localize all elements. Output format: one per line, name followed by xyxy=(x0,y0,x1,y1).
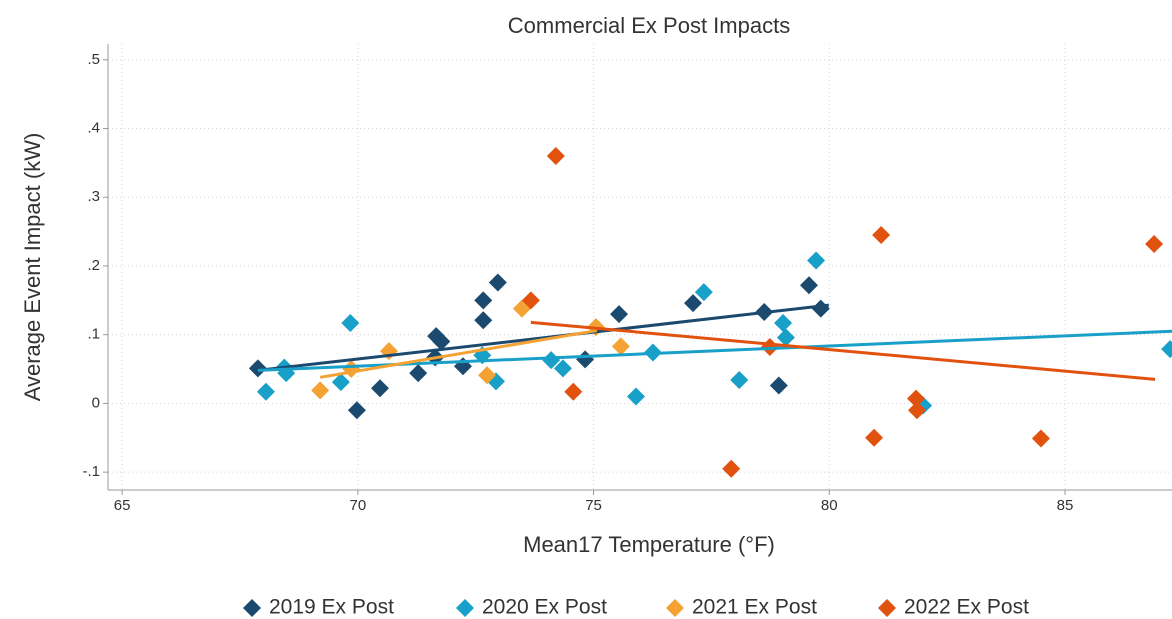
scatter-point xyxy=(341,314,360,333)
scatter-point xyxy=(694,283,713,302)
scatter-point xyxy=(521,291,540,310)
scatter-point xyxy=(553,359,572,378)
x-axis-label: Mean17 Temperature (°F) xyxy=(523,532,775,557)
scatter-point xyxy=(432,332,451,351)
scatter-point xyxy=(807,251,826,270)
scatter-point xyxy=(546,147,565,166)
y-tick-label: .5 xyxy=(87,51,100,68)
scatter-point xyxy=(347,401,366,420)
y-tick-label: 0 xyxy=(92,394,100,411)
legend-marker xyxy=(243,599,261,617)
scatter-point xyxy=(542,351,561,370)
x-tick-label: 70 xyxy=(350,497,367,514)
scatter-point xyxy=(684,294,703,313)
scatter-point xyxy=(800,276,819,295)
scatter-point xyxy=(256,382,275,401)
y-tick-label: -.1 xyxy=(82,463,100,480)
scatter-point xyxy=(1161,340,1172,359)
scatter-point xyxy=(774,314,793,333)
x-tick-label: 85 xyxy=(1057,497,1074,514)
scatter-point xyxy=(1145,234,1164,253)
scatter-point xyxy=(342,360,361,379)
scatter-point xyxy=(474,291,493,310)
y-tick-label: .3 xyxy=(87,188,100,205)
fit-line xyxy=(257,329,1172,372)
y-axis-label: Average Event Impact (kW) xyxy=(20,133,45,402)
scatter-point xyxy=(311,381,330,400)
scatter-point xyxy=(730,371,749,390)
legend-marker xyxy=(666,599,684,617)
fit-line xyxy=(530,320,1156,381)
scatter-point xyxy=(626,387,645,406)
scatter-point xyxy=(865,428,884,447)
legend-label: 2020 Ex Post xyxy=(482,596,607,619)
scatter-point xyxy=(1031,429,1050,448)
scatter-point xyxy=(907,389,926,408)
x-tick-label: 65 xyxy=(114,497,131,514)
chart-title: Commercial Ex Post Impacts xyxy=(508,13,790,38)
plot-area xyxy=(248,147,1172,478)
scatter-point xyxy=(769,376,788,395)
scatter-point xyxy=(409,364,428,383)
scatter-point xyxy=(811,299,830,318)
legend-label: 2019 Ex Post xyxy=(269,596,394,619)
scatter-point xyxy=(722,459,741,478)
legend: 2019 Ex Post 2020 Ex Post 2021 Ex Post 2022… xyxy=(243,596,1029,619)
scatter-point xyxy=(474,311,493,330)
scatter-point xyxy=(248,359,267,378)
y-tick-label: .4 xyxy=(87,119,100,136)
legend-marker xyxy=(456,599,474,617)
scatter-point xyxy=(907,401,926,420)
scatter-point xyxy=(776,328,795,347)
scatter-point xyxy=(564,382,583,401)
fit-line xyxy=(257,303,829,372)
x-tick-label: 80 xyxy=(821,497,838,514)
scatter-point xyxy=(610,305,629,324)
scatter-point xyxy=(611,337,630,356)
scatter-point xyxy=(872,226,891,245)
legend-label: 2021 Ex Post xyxy=(692,596,817,619)
grid xyxy=(108,44,1172,490)
x-tick-label: 75 xyxy=(585,497,602,514)
fit-line xyxy=(319,329,598,379)
legend-label: 2022 Ex Post xyxy=(904,596,1029,619)
scatter-point xyxy=(371,379,390,398)
scatter-point xyxy=(576,350,595,369)
scatter-point xyxy=(331,373,350,392)
axes: .5 .4 .3 .2 .1 0 -.1 65 70 75 80 85 xyxy=(82,44,1172,514)
scatter-point xyxy=(488,273,507,292)
y-tick-label: .2 xyxy=(87,257,100,274)
y-tick-label: .1 xyxy=(87,326,100,343)
scatter-point xyxy=(478,366,497,385)
legend-marker xyxy=(878,599,896,617)
